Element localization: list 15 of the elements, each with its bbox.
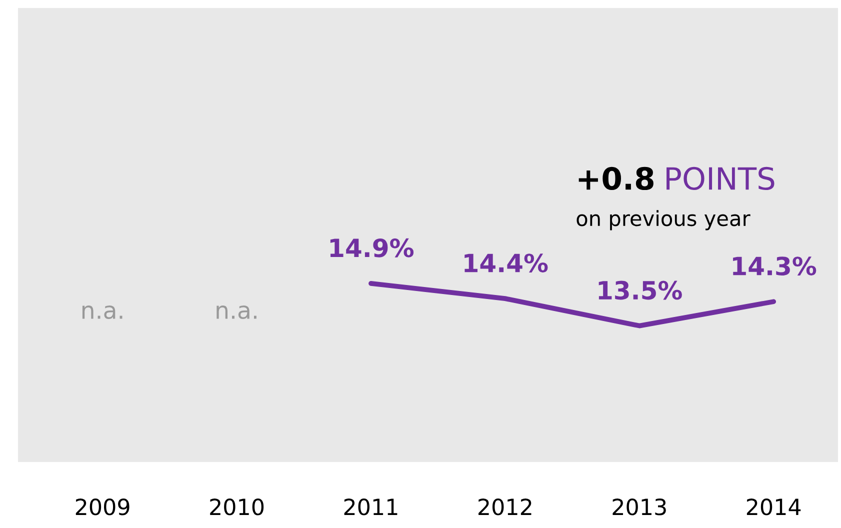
x-tick-label: 2014 [746, 498, 801, 516]
annotation: on previous year [576, 210, 750, 230]
data-label: 14.9% [330, 238, 414, 258]
x-tick-label: 2009 [76, 498, 130, 516]
x-tick-label: 2010 [210, 498, 264, 516]
text: n.a. [216, 305, 256, 320]
data-label: 14.3% [733, 256, 816, 276]
annotation: +0.8 [578, 166, 654, 190]
text: n.a. [82, 305, 122, 320]
data-label: 14.4% [464, 254, 548, 272]
x-tick-label: 2013 [612, 498, 666, 516]
x-tick-label: 2011 [344, 498, 398, 516]
annotation: POINTS [666, 166, 774, 190]
data-label: 13.5% [598, 280, 682, 300]
x-tick-label: 2012 [478, 498, 532, 516]
